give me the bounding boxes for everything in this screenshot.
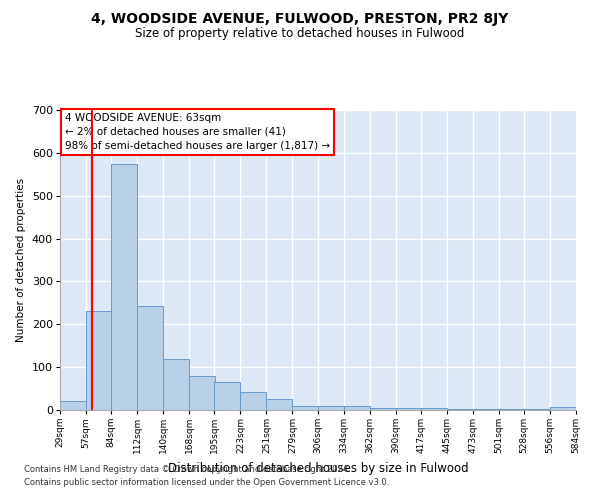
Text: Contains public sector information licensed under the Open Government Licence v3: Contains public sector information licen…	[24, 478, 389, 487]
Bar	[499, 409, 525, 410]
Bar	[241, 392, 266, 410]
Bar	[266, 400, 292, 410]
Bar	[370, 408, 395, 410]
Bar	[111, 164, 137, 410]
Bar	[550, 406, 576, 410]
Bar	[344, 406, 370, 410]
Bar	[214, 382, 241, 410]
Bar	[421, 408, 447, 410]
Text: 4, WOODSIDE AVENUE, FULWOOD, PRESTON, PR2 8JY: 4, WOODSIDE AVENUE, FULWOOD, PRESTON, PR…	[91, 12, 509, 26]
Bar	[395, 408, 422, 410]
Bar	[189, 376, 215, 410]
Bar	[292, 406, 319, 410]
Bar	[317, 406, 344, 410]
Text: Contains HM Land Registry data © Crown copyright and database right 2024.: Contains HM Land Registry data © Crown c…	[24, 466, 350, 474]
Bar	[447, 409, 473, 410]
Bar	[473, 409, 499, 410]
X-axis label: Distribution of detached houses by size in Fulwood: Distribution of detached houses by size …	[167, 462, 469, 474]
Text: Size of property relative to detached houses in Fulwood: Size of property relative to detached ho…	[136, 28, 464, 40]
Bar	[137, 306, 163, 410]
Text: 4 WOODSIDE AVENUE: 63sqm
← 2% of detached houses are smaller (41)
98% of semi-de: 4 WOODSIDE AVENUE: 63sqm ← 2% of detache…	[65, 113, 330, 151]
Bar	[163, 360, 189, 410]
Bar	[60, 402, 86, 410]
Bar	[86, 312, 112, 410]
Y-axis label: Number of detached properties: Number of detached properties	[16, 178, 26, 342]
Bar	[524, 409, 550, 410]
